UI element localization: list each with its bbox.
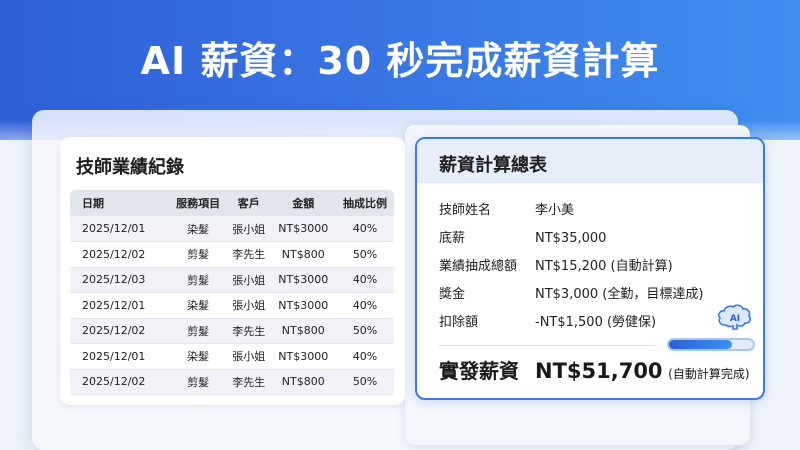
table-cell: 李先生	[227, 369, 271, 395]
summary-value: NT$35,000	[535, 231, 607, 246]
table-row: 2025/12/02 剪髮 李先生 NT$800 50%	[70, 318, 394, 344]
table-cell: NT$3000	[270, 343, 337, 370]
table-cell: 剪髮	[169, 318, 228, 344]
summary-card: 薪資計算總表 技師姓名 李小美底薪 NT$35,000 業績抽成總額 NT$15,200…	[415, 137, 765, 400]
total-note: (自動計算完成)	[668, 367, 750, 381]
table-cell: 50%	[336, 369, 394, 395]
records-title: 技師業績紀錄	[76, 157, 184, 178]
divider	[439, 345, 656, 346]
column-header: 客戶	[227, 190, 271, 216]
table-row: 2025/12/03 剪髮 張小姐 NT$3000 40%	[70, 267, 394, 293]
table-cell: 2025/12/01	[70, 343, 170, 370]
table-row: 2025/12/01 染髮 張小姐 NT$3000 40%	[70, 343, 394, 370]
table-cell: 2025/12/01	[70, 292, 170, 319]
table-cell: 50%	[336, 241, 394, 268]
column-header: 金額	[270, 190, 337, 216]
table-cell: 染髮	[169, 292, 228, 319]
column-header: 抽成比例	[336, 190, 394, 216]
table-cell: 剪髮	[169, 267, 228, 293]
table-cell: 張小姐	[227, 216, 271, 242]
table-row: 2025/12/01 染髮 張小姐 NT$3000 40%	[70, 292, 394, 319]
table-cell: NT$3000	[270, 216, 337, 242]
summary-value: NT$3,000 (全勤，目標達成)	[535, 287, 704, 302]
table-cell: 李先生	[227, 318, 271, 344]
ai-badge-text: AI	[730, 314, 740, 324]
summary-label: 扣除額	[439, 315, 479, 330]
table-row: 2025/12/02 剪髮 李先生 NT$800 50%	[70, 369, 394, 395]
table-cell: NT$3000	[270, 292, 337, 319]
table-cell: 張小姐	[227, 267, 271, 293]
table-cell: 2025/12/02	[70, 369, 170, 395]
summary-value: 李小美	[535, 203, 575, 218]
table-cell: 張小姐	[227, 343, 271, 370]
table-cell: 李先生	[227, 241, 271, 268]
table-cell: 剪髮	[169, 241, 228, 268]
table-cell: 染髮	[169, 216, 228, 242]
ai-brain-icon: AI	[717, 304, 752, 330]
table-cell: 2025/12/02	[70, 241, 170, 268]
progress-fill	[669, 340, 732, 349]
table-cell: NT$800	[270, 318, 337, 344]
table-row: 2025/12/01 染髮 張小姐 NT$3000 40%	[70, 216, 394, 242]
table-cell: 2025/12/03	[70, 267, 170, 293]
summary-row: 技師姓名 李小美	[439, 199, 574, 218]
table-cell: 50%	[336, 318, 394, 344]
summary-row: 底薪 NT$35,000	[439, 227, 606, 246]
total-row: 實發薪資 NT$51,700 (自動計算完成)	[439, 355, 750, 384]
summary-label: 獎金	[439, 287, 466, 302]
table-cell: 40%	[336, 343, 394, 370]
summary-value: NT$15,200 (自動計算)	[535, 259, 673, 274]
records-card: 技師業績紀錄 日期 服務項目 客戶 金額 抽成比例 2025/12/01 染髮 張小姐 NT$…	[60, 137, 405, 405]
table-row: 2025/12/02 剪髮 李先生 NT$800 50%	[70, 241, 394, 268]
table-cell: 2025/12/02	[70, 318, 170, 344]
summary-title: 薪資計算總表	[417, 139, 763, 183]
summary-value: -NT$1,500 (勞健保)	[535, 315, 657, 330]
summary-row: 業績抽成總額 NT$15,200 (自動計算)	[439, 255, 673, 274]
column-header: 服務項目	[169, 190, 228, 216]
table-cell: NT$3000	[270, 267, 337, 293]
table-cell: 40%	[336, 292, 394, 319]
table-cell: 染髮	[169, 343, 228, 370]
summary-label: 底薪	[439, 231, 466, 246]
total-label: 實發薪資	[439, 359, 519, 383]
records-table: 日期 服務項目 客戶 金額 抽成比例 2025/12/01 染髮 張小姐 NT$3000 40%…	[70, 190, 394, 395]
summary-row: 扣除額 -NT$1,500 (勞健保)	[439, 311, 656, 330]
summary-row: 獎金 NT$3,000 (全勤，目標達成)	[439, 283, 703, 302]
table-cell: 40%	[336, 267, 394, 293]
table-cell: NT$800	[270, 241, 337, 268]
table-cell: 剪髮	[169, 369, 228, 395]
table-cell: 2025/12/01	[70, 216, 170, 242]
table-cell: 張小姐	[227, 292, 271, 319]
summary-label: 業績抽成總額	[439, 259, 518, 274]
table-cell: NT$800	[270, 369, 337, 395]
column-header: 日期	[70, 190, 170, 216]
summary-label: 技師姓名	[439, 203, 492, 218]
table-cell: 40%	[336, 216, 394, 242]
page-title: AI 薪資：30 秒完成薪資計算	[140, 39, 660, 83]
progress-bar	[667, 338, 755, 351]
total-value: NT$51,700	[535, 359, 663, 383]
